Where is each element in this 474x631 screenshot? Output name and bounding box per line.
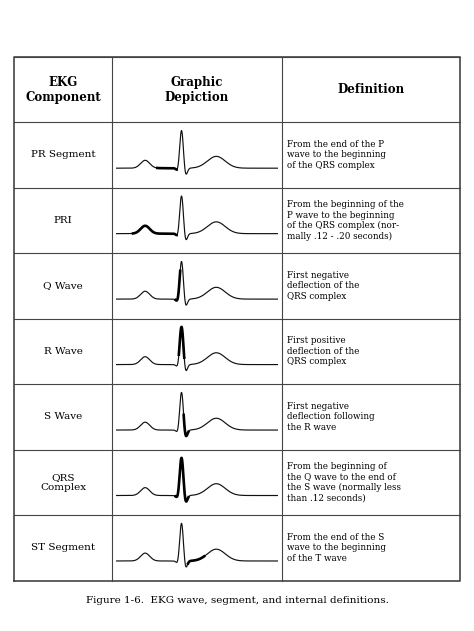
Text: First positive
deflection of the
QRS complex: First positive deflection of the QRS com…	[287, 336, 360, 366]
Text: From the end of the S
wave to the beginning
of the T wave: From the end of the S wave to the beginn…	[287, 533, 386, 563]
Text: Q Wave: Q Wave	[43, 281, 83, 290]
Text: From the beginning of
the Q wave to the end of
the S wave (normally less
than .1: From the beginning of the Q wave to the …	[287, 462, 401, 502]
Text: First negative
deflection of the
QRS complex: First negative deflection of the QRS com…	[287, 271, 360, 301]
Text: Definition: Definition	[337, 83, 404, 96]
Text: EKG
Component: EKG Component	[25, 76, 101, 103]
Text: From the end of the P
wave to the beginning
of the QRS complex: From the end of the P wave to the beginn…	[287, 140, 386, 170]
Text: R Wave: R Wave	[44, 347, 82, 356]
Text: Figure 1-6.  EKG wave, segment, and internal definitions.: Figure 1-6. EKG wave, segment, and inter…	[86, 596, 388, 605]
Text: PR Segment: PR Segment	[31, 150, 96, 160]
Text: S Wave: S Wave	[44, 412, 82, 422]
Text: ST Segment: ST Segment	[31, 543, 95, 552]
Text: From the beginning of the
P wave to the beginning
of the QRS complex (nor-
mally: From the beginning of the P wave to the …	[287, 200, 404, 240]
Text: PRI: PRI	[54, 216, 73, 225]
Text: First negative
deflection following
the R wave: First negative deflection following the …	[287, 402, 375, 432]
Text: Graphic
Depiction: Graphic Depiction	[165, 76, 229, 103]
Text: QRS
Complex: QRS Complex	[40, 473, 86, 492]
